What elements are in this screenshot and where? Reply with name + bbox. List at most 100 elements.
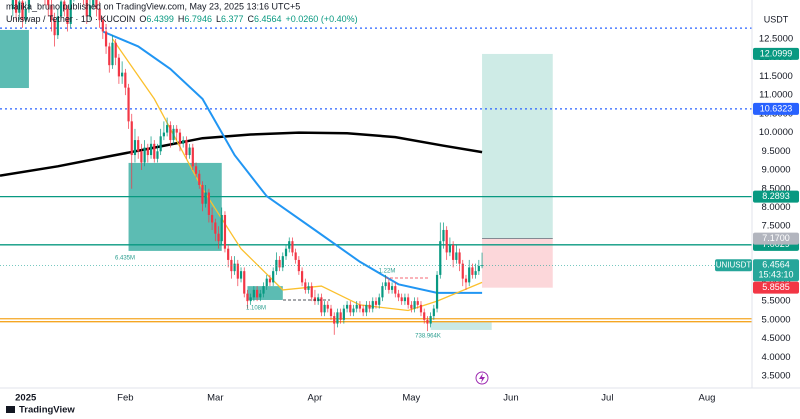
y-tick-label: 11.5000	[759, 71, 793, 82]
ohlc-value: 6.377	[221, 14, 244, 24]
candle-body	[204, 192, 207, 204]
candle-body	[272, 271, 275, 283]
candle-body	[297, 259, 300, 272]
y-tick-label: 7.5000	[761, 221, 790, 232]
symbol-tag: UNIUSDT	[716, 260, 752, 269]
candle-body	[133, 140, 137, 156]
x-tick-label: 2025	[15, 393, 37, 404]
candle-body	[294, 252, 297, 260]
symbol-tag-bg	[715, 259, 752, 272]
candle-body	[214, 222, 217, 234]
y-tick-label: 9.0000	[761, 165, 790, 176]
level-tag-bg	[753, 190, 799, 203]
candle-body	[59, 1, 63, 17]
candle-body	[153, 143, 156, 159]
ohlc-value: 6.4564	[254, 14, 282, 24]
candle-body	[108, 46, 111, 66]
candle-body	[307, 286, 310, 290]
candle-body	[317, 297, 320, 302]
candle-body	[329, 308, 333, 317]
candle-body	[53, 20, 56, 36]
x-tick-label: Feb	[117, 393, 133, 404]
stop-zone	[482, 238, 553, 288]
entry-tag: 7.1700	[762, 233, 790, 243]
candle-body	[252, 289, 255, 298]
candle-body	[300, 271, 304, 283]
candle-body	[121, 72, 124, 77]
candle-body	[162, 132, 165, 137]
event-icon-bolt	[479, 373, 485, 383]
brand: TradingView	[19, 405, 75, 416]
moving-average	[111, 38, 483, 312]
candle-body	[223, 214, 227, 249]
candle-body	[339, 312, 342, 320]
candle-body	[101, 20, 104, 32]
symbol: Uniswap / Tether · 1D · KUCOIN	[6, 14, 135, 24]
candle-body	[194, 166, 198, 174]
candle-body	[159, 136, 162, 152]
candle-body	[259, 293, 262, 298]
candle-body	[394, 286, 397, 294]
moving-average	[0, 131, 483, 177]
candle-body	[166, 125, 169, 133]
candle-body	[439, 241, 442, 275]
candle-body	[461, 263, 464, 279]
currency: USDT	[764, 14, 789, 24]
candle-body	[374, 301, 378, 305]
candle-body	[471, 267, 474, 275]
x-tick-label: Jun	[503, 393, 518, 404]
candle-body	[310, 286, 313, 298]
level-tag: 8.2893	[762, 191, 790, 201]
candle-body	[468, 267, 471, 283]
candle-body	[188, 147, 191, 156]
plot-area	[0, 0, 752, 335]
y-tick-label: 9.5000	[761, 146, 790, 157]
candle-body	[381, 286, 384, 298]
target-zone	[482, 53, 553, 239]
candle-body	[169, 125, 172, 141]
candle-body	[14, 0, 18, 13]
candle-body	[278, 259, 281, 268]
candle-body	[416, 301, 419, 305]
candle-body	[455, 252, 458, 260]
candle-body	[445, 229, 448, 253]
candle-body	[400, 297, 403, 302]
candle-body	[198, 173, 201, 186]
y-tick-label: 8.0000	[761, 202, 790, 213]
candle-body	[336, 312, 339, 324]
candle-body	[56, 16, 59, 36]
brand-logo	[6, 406, 15, 413]
candle-body	[146, 147, 149, 156]
level-tag-bg	[753, 102, 799, 115]
entry-tag-bg	[753, 232, 799, 245]
candle-body	[365, 304, 368, 313]
candle-body	[432, 308, 435, 317]
ohlc-label: O	[139, 14, 146, 24]
candle-body	[249, 297, 252, 302]
candle-body	[69, 0, 72, 24]
y-tick-label: 5.5000	[761, 296, 790, 307]
candle-body	[92, 0, 95, 6]
candle-body	[47, 0, 50, 6]
candle-body	[233, 263, 236, 272]
candle-body	[384, 282, 387, 287]
candle-body	[378, 297, 381, 305]
candle-body	[429, 316, 432, 324]
candle-body	[268, 278, 272, 283]
candle-body	[474, 271, 477, 275]
candle-body	[345, 304, 349, 309]
candle-body	[156, 151, 159, 159]
annotation: 6.435M	[115, 256, 135, 262]
moving-average	[102, 30, 483, 294]
stop-tag: 5.8585	[762, 282, 790, 292]
candle-body	[255, 289, 259, 298]
target-tag: 12.0999	[760, 48, 793, 58]
ohlc-label: L	[216, 14, 221, 24]
candle-body	[423, 312, 426, 320]
candle-body	[220, 214, 223, 242]
candle-body	[21, 1, 24, 21]
candle-body	[262, 286, 265, 294]
candle-body	[281, 256, 284, 268]
candle-body	[182, 140, 185, 144]
last-price-tag: 6.4564	[762, 260, 790, 270]
